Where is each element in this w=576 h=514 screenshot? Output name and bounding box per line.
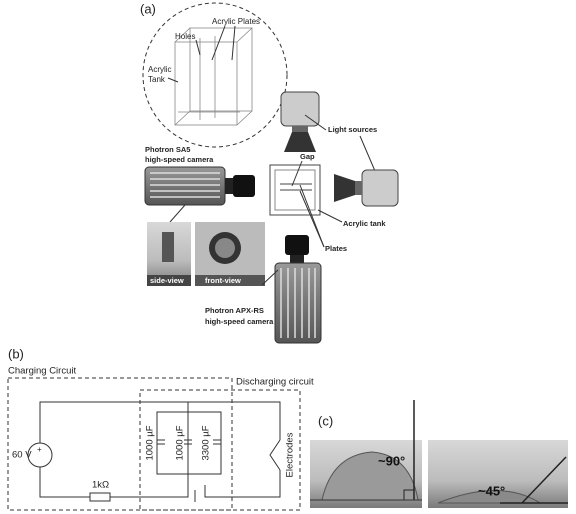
capacitor-label: 3300 µF: [201, 425, 212, 460]
source-label: 60 V: [12, 450, 32, 461]
droplet-photo: [428, 440, 568, 508]
panel-a: (a) Acrylic Plates Holes Acrylic Tank Li…: [140, 1, 399, 344]
circuit-label: Discharging circuit: [236, 377, 314, 388]
annotation: Light sources: [328, 125, 377, 134]
droplet-photo: [310, 400, 422, 508]
charging-box: [7, 377, 233, 511]
annotation: Tank: [148, 75, 166, 84]
camera: [144, 166, 255, 206]
side-photo: [147, 222, 191, 286]
electrodes-label: Electrodes: [285, 432, 296, 477]
resistor: [89, 492, 111, 502]
camera: [274, 235, 322, 344]
source: [27, 442, 53, 468]
annotation: Acrylic Plates: [212, 17, 260, 26]
front-photo: [195, 222, 265, 286]
panel-label: (b): [8, 346, 24, 361]
panel-label: (c): [318, 413, 333, 428]
panel-c: (c) ~90° ~45°: [310, 400, 568, 508]
photo-caption: side-view: [150, 276, 184, 285]
inset-circle: [142, 2, 288, 148]
panel-b: (b) Charging Circuit Discharging circuit…: [7, 346, 314, 511]
wire: [39, 401, 281, 502]
annotation: Acrylic tank: [343, 219, 386, 228]
capacitor-label: 1000 µF: [175, 425, 186, 460]
annotation: Gap: [300, 152, 315, 161]
annotation: Photron APX-RS: [205, 306, 264, 315]
annotation: Acrylic: [148, 65, 172, 74]
capacitor-bank: [156, 411, 222, 475]
photo-caption: front-view: [205, 276, 241, 285]
contact-angle: ~45°: [478, 483, 505, 498]
contact-angle: ~90°: [378, 453, 405, 468]
annotation: Photron SA5: [145, 145, 190, 154]
symbol: +: [37, 445, 42, 454]
tank-3d: [174, 27, 253, 126]
resistor-label: 1kΩ: [92, 480, 109, 491]
capacitor-label: 1000 µF: [145, 425, 156, 460]
electrodes: [269, 439, 281, 471]
annotation: high-speed camera: [145, 155, 214, 164]
panel-label: (a): [140, 1, 156, 16]
circuit-label: Charging Circuit: [8, 366, 76, 377]
light-source: [280, 91, 320, 152]
acrylic-tank: [269, 164, 321, 216]
annotation: Holes: [175, 32, 195, 41]
discharging-box: [139, 389, 301, 511]
annotation: high-speed camera: [205, 317, 274, 326]
annotation: Plates: [325, 244, 347, 253]
light-source: [334, 169, 399, 207]
